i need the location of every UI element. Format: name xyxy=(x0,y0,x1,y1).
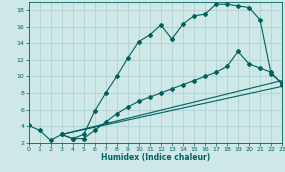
X-axis label: Humidex (Indice chaleur): Humidex (Indice chaleur) xyxy=(101,153,210,162)
